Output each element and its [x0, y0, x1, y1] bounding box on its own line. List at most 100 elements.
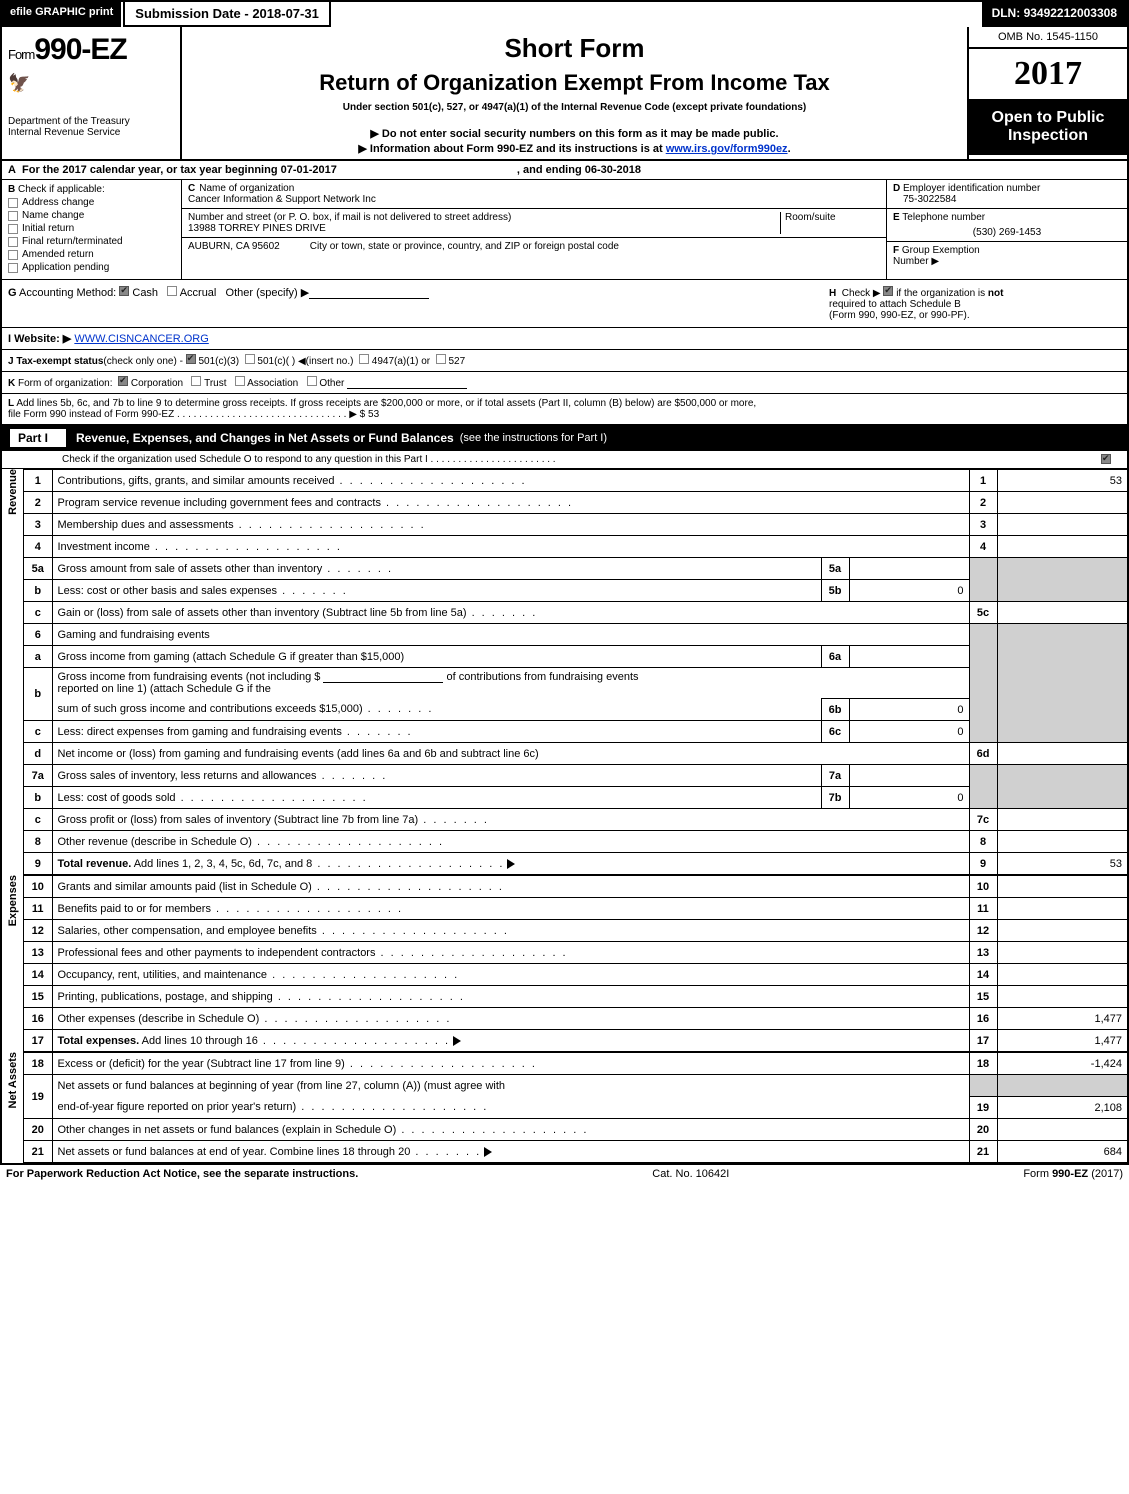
part1-num: Part I	[10, 429, 66, 447]
checkbox-501c3[interactable]	[186, 354, 196, 364]
side-label-expenses: Expenses	[2, 875, 24, 1052]
check-name-change[interactable]: Name change	[8, 210, 175, 221]
k-o3: Association	[247, 378, 298, 389]
line-sval: 0	[849, 580, 969, 602]
line-7b: bLess: cost of goods sold7b0	[24, 787, 1127, 809]
line-rnum: 3	[969, 514, 997, 536]
blank-input[interactable]	[323, 671, 443, 683]
j-text: Tax-exempt status	[16, 356, 103, 367]
line-val	[997, 809, 1127, 831]
gh-row: G Accounting Method: Cash Accrual Other …	[2, 280, 1127, 328]
checkbox-accrual[interactable]	[167, 286, 177, 296]
line-snum: 5b	[821, 580, 849, 602]
checkbox-corp[interactable]	[118, 376, 128, 386]
g-other-blank[interactable]	[309, 287, 429, 299]
line-5a: 5aGross amount from sale of assets other…	[24, 558, 1127, 580]
line-6: 6Gaming and fundraising events	[24, 624, 1127, 646]
h-text1: Check ▶	[842, 288, 881, 299]
checkbox-h[interactable]	[883, 286, 893, 296]
section-a-end: 06-30-2018	[585, 164, 641, 176]
checkbox-4947[interactable]	[359, 354, 369, 364]
line-num: 1	[24, 470, 52, 492]
section-a-row: A For the 2017 calendar year, or tax yea…	[2, 161, 1127, 180]
line-rnum: 20	[969, 1119, 997, 1141]
line-13: 13Professional fees and other payments t…	[24, 942, 1127, 964]
checkbox-cash[interactable]	[119, 286, 129, 296]
line-val	[997, 492, 1127, 514]
line-rnum: 8	[969, 831, 997, 853]
line-sval	[849, 558, 969, 580]
dept-line1: Department of the Treasury	[8, 116, 174, 127]
line-desc2: Add lines 1, 2, 3, 4, 5c, 6d, 7c, and 8	[131, 858, 312, 870]
line-rnum: 4	[969, 536, 997, 558]
k-other-blank[interactable]	[347, 377, 467, 389]
h-text2: if the organization is	[896, 288, 985, 299]
line-desc3: reported on line 1) (attach Schedule G i…	[58, 683, 271, 695]
check-label-5: Application pending	[22, 262, 109, 273]
line-val	[997, 964, 1127, 986]
section-a-label: A	[8, 164, 22, 176]
section-b: B Check if applicable: Address change Na…	[2, 180, 182, 279]
line-sval: 0	[849, 699, 969, 721]
k-o4: Other	[319, 378, 344, 389]
info-about-link[interactable]: www.irs.gov/form990ez	[666, 143, 788, 155]
dots	[296, 1101, 488, 1113]
phone-value: (530) 269-1453	[893, 223, 1121, 238]
line-val	[997, 942, 1127, 964]
line-desc: Less: cost or other basis and sales expe…	[58, 585, 348, 597]
l-text2: file Form 990 instead of Form 990-EZ . .…	[8, 409, 368, 420]
line-num: 21	[24, 1141, 52, 1163]
check-amended-return[interactable]: Amended return	[8, 249, 175, 260]
line-desc: Gain or (loss) from sale of assets other…	[58, 607, 467, 619]
check-address-change[interactable]: Address change	[8, 197, 175, 208]
side-label-expenses-text: Expenses	[7, 875, 19, 926]
footer-right-pre: Form	[1023, 1168, 1052, 1180]
line-11: 11Benefits paid to or for members11	[24, 898, 1127, 920]
footer-mid: Cat. No. 10642I	[652, 1168, 729, 1180]
line-num: 18	[24, 1053, 52, 1075]
check-label-2: Initial return	[22, 223, 74, 234]
g-label: G	[8, 287, 17, 299]
g-accrual: Accrual	[180, 287, 217, 299]
section-k: K Form of organization: Corporation Trus…	[2, 372, 1127, 394]
section-b-label: B	[8, 184, 15, 195]
addr-label: Number and street (or P. O. box, if mail…	[188, 212, 780, 223]
section-f-text2: Number ▶	[893, 256, 1121, 267]
submission-date-box: Submission Date - 2018-07-31	[123, 2, 331, 27]
line-5b: b Less: cost or other basis and sales exp…	[24, 580, 1127, 602]
section-l: L Add lines 5b, 6c, and 7b to line 9 to …	[2, 394, 1127, 425]
checkbox-assoc[interactable]	[235, 376, 245, 386]
line-19-top: 19Net assets or fund balances at beginni…	[24, 1075, 1127, 1097]
line-6b-bot: sum of such gross income and contributio…	[24, 699, 1127, 721]
line-20: 20Other changes in net assets or fund ba…	[24, 1119, 1127, 1141]
checkbox-other[interactable]	[307, 376, 317, 386]
check-final-return[interactable]: Final return/terminated	[8, 236, 175, 247]
section-h: H Check ▶ if the organization is not req…	[821, 286, 1121, 321]
check-application-pending[interactable]: Application pending	[8, 262, 175, 273]
checkbox-501c[interactable]	[245, 354, 255, 364]
line-val	[997, 876, 1127, 898]
checkbox-trust[interactable]	[191, 376, 201, 386]
line-desc: Gaming and fundraising events	[52, 624, 969, 646]
dln-box: DLN: 93492212003308	[982, 2, 1127, 27]
line-2: 2Program service revenue including gover…	[24, 492, 1127, 514]
dln-label: DLN:	[992, 6, 1024, 20]
checkbox-schedule-o[interactable]	[1101, 454, 1111, 464]
efile-print-button[interactable]: efile GRAPHIC print	[2, 2, 123, 27]
revenue-table: 1Contributions, gifts, grants, and simil…	[24, 469, 1127, 875]
section-b-checkif: Check if applicable:	[18, 184, 105, 195]
check-initial-return[interactable]: Initial return	[8, 223, 175, 234]
section-f-label: F	[893, 245, 899, 256]
check-label-4: Amended return	[22, 249, 94, 260]
line-rnum: 1	[969, 470, 997, 492]
header-mid: Short Form Return of Organization Exempt…	[182, 27, 967, 159]
checkbox-527[interactable]	[436, 354, 446, 364]
website-link[interactable]: WWW.CISNCANCER.ORG	[74, 333, 208, 345]
h-text4: (Form 990, 990-EZ, or 990-PF).	[829, 310, 1121, 321]
line-rnum: 15	[969, 986, 997, 1008]
line-desc: Membership dues and assessments	[58, 519, 426, 531]
line-num: b	[24, 580, 52, 602]
section-j: J Tax-exempt status(check only one) - 50…	[2, 350, 1127, 372]
dept-treasury: Department of the Treasury Internal Reve…	[8, 116, 174, 138]
header-right: OMB No. 1545-1150 2017 Open to Public In…	[967, 27, 1127, 159]
